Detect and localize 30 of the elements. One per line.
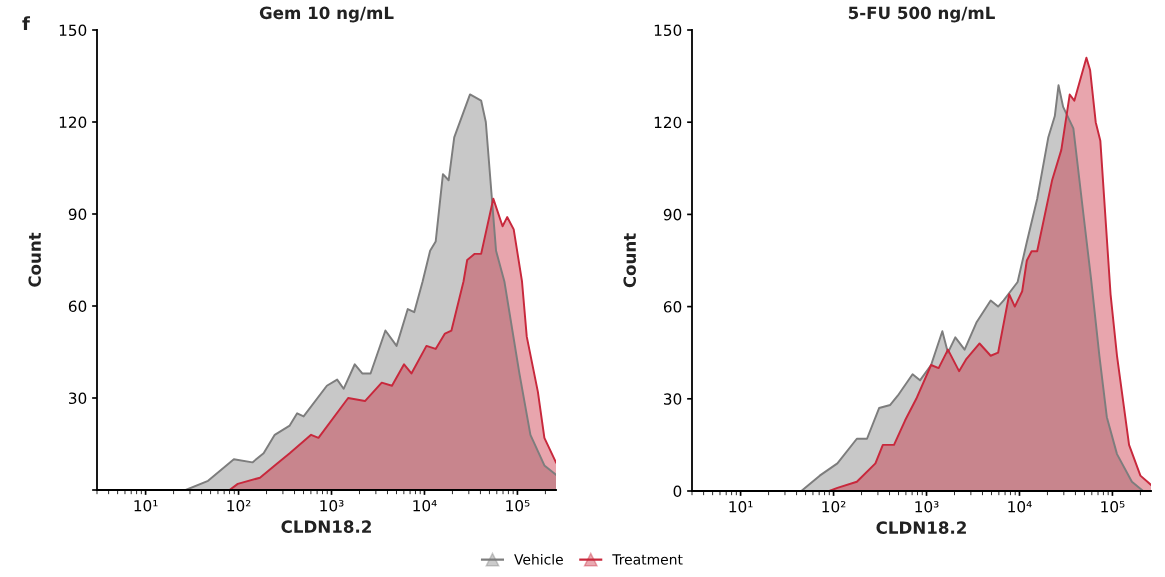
y-tick-label: 0 <box>673 485 682 498</box>
y-tick-label: 150 <box>654 24 682 37</box>
y-tick-label: 120 <box>59 116 87 129</box>
x-tick-label: 10⁴ <box>1008 500 1032 513</box>
chart-title: Gem 10 ng/mL <box>259 6 394 23</box>
x-tick-label: 10¹ <box>729 500 753 513</box>
y-tick-label: 150 <box>59 24 87 37</box>
x-tick-label: 10⁵ <box>1101 500 1125 513</box>
y-tick-label: 90 <box>68 208 87 221</box>
chart-title: 5-FU 500 ng/mL <box>848 6 995 23</box>
x-tick-label: 10² <box>822 500 846 513</box>
x-axis-title: CLDN18.2 <box>281 520 371 533</box>
y-tick-label: 60 <box>68 300 87 313</box>
x-tick-label: 10⁴ <box>413 499 437 512</box>
legend-label: Treatment <box>612 554 683 565</box>
text: f <box>22 16 31 30</box>
y-tick-label: 60 <box>663 301 682 313</box>
y-tick-label: 120 <box>654 116 682 129</box>
x-tick-label: 10¹ <box>134 499 158 512</box>
legend-label: Vehicle <box>514 553 563 565</box>
y-tick-label: 90 <box>663 208 682 221</box>
x-tick-label: 10³ <box>320 499 344 512</box>
y-tick-label: 30 <box>69 392 87 405</box>
x-tick-label: 10⁵ <box>506 499 530 512</box>
y-tick-label: 30 <box>664 393 682 405</box>
x-tick-label: 10³ <box>915 500 939 513</box>
x-tick-label: 10² <box>227 499 251 512</box>
x-axis-title: CLDN18.2 <box>876 521 966 534</box>
y-axis-title: Count <box>28 232 41 287</box>
y-axis-title: Count <box>623 233 636 288</box>
